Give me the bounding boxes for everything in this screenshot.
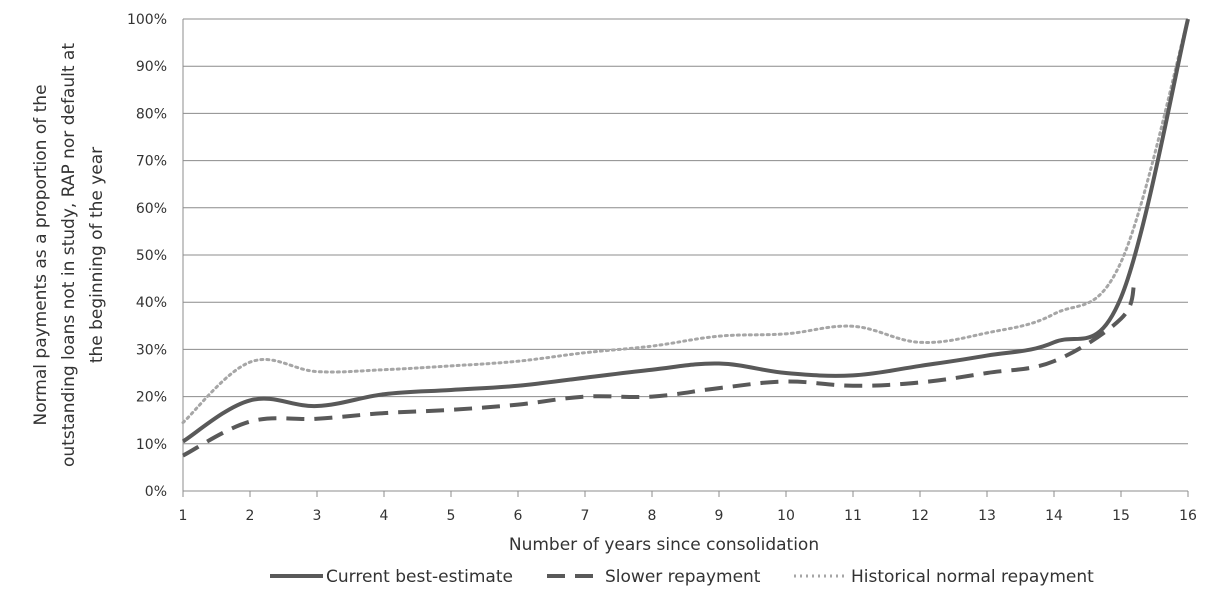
x-tick-label: 12 [911, 508, 929, 524]
y-tick-label: 60% [136, 201, 167, 217]
x-tick-label: 10 [777, 508, 795, 524]
legend-item-current-best-estimate: Current best-estimate [270, 567, 513, 587]
x-tick-label: 3 [313, 508, 322, 524]
gridlines [183, 18, 1188, 445]
legend-item-slower-repayment: Slower repayment [547, 567, 761, 587]
legend-label-current-best-estimate: Current best-estimate [326, 567, 513, 587]
legend-label-historical-normal-repayment: Historical normal repayment [851, 567, 1094, 587]
series-line-slower-repayment [182, 282, 1137, 458]
x-tick-label: 6 [514, 508, 523, 524]
legend: Current best-estimate Slower repayment H… [270, 567, 1094, 587]
y-tick-label: 30% [136, 342, 167, 358]
x-tick-label: 5 [447, 508, 456, 524]
y-tick-label: 70% [136, 154, 167, 170]
x-tick-label: 2 [246, 508, 255, 524]
y-tick-label: 80% [136, 106, 167, 122]
x-tick-label: 9 [715, 508, 724, 524]
y-tick-label: 100% [127, 12, 167, 28]
x-tick-label: 7 [581, 508, 590, 524]
x-tick-label: 14 [1045, 508, 1063, 524]
legend-label-slower-repayment: Slower repayment [605, 567, 761, 587]
y-tick-label: 40% [136, 295, 167, 311]
series-lines [181, 17, 1190, 458]
y-axis-title-line-1: Normal payments as a proportion of the [31, 84, 51, 425]
axes [182, 19, 1189, 497]
x-tick-label: 11 [844, 508, 862, 524]
x-tick-label: 1 [179, 508, 188, 524]
y-tick-label: 50% [136, 248, 167, 264]
y-tick-label: 20% [136, 390, 167, 406]
y-axis-title-line-2: outstanding loans not in study, RAP nor … [59, 43, 79, 467]
y-axis-title-line-3: the beginning of the year [87, 147, 107, 363]
tick-labels: 0%10%20%30%40%50%60%70%80%90%100%1 2 3 4 5 6 7… [127, 12, 1197, 524]
x-tick-label: 16 [1179, 508, 1197, 524]
x-tick-label: 13 [978, 508, 996, 524]
x-tick-label: 8 [648, 508, 657, 524]
x-tick-label: 15 [1112, 508, 1130, 524]
legend-item-historical-normal-repayment: Historical normal repayment [794, 567, 1094, 587]
series-line-historical-normal-repayment [181, 17, 1190, 425]
y-tick-label: 0% [145, 484, 167, 500]
y-tick-label: 10% [136, 437, 167, 453]
x-tick-label: 4 [380, 508, 389, 524]
y-axis-title: Normal payments as a proportion of the o… [31, 43, 107, 467]
y-tick-label: 90% [136, 59, 167, 75]
x-axis-title: Number of years since consolidation [509, 535, 819, 555]
series-line-current-best-estimate [181, 18, 1190, 444]
